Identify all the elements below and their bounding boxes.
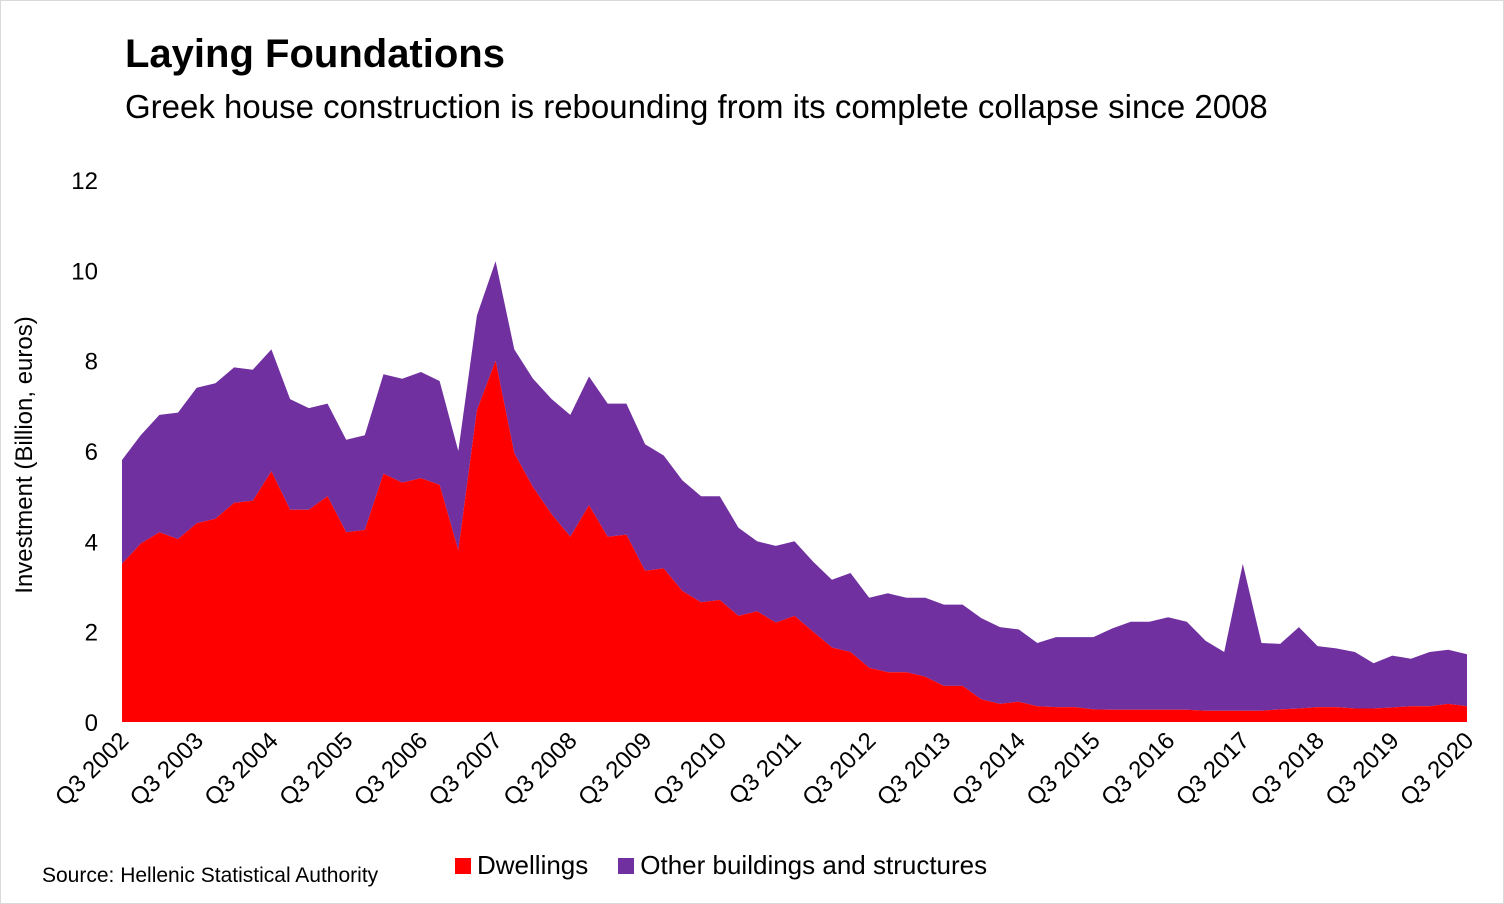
source-note: Source: Hellenic Statistical Authority [42, 864, 379, 887]
legend-item-dwellings: Dwellings [455, 850, 588, 881]
x-tick-label: Q3 2019 [1320, 727, 1404, 811]
y-tick-label: 12 [71, 168, 98, 195]
x-tick-label: Q3 2009 [573, 727, 657, 811]
chart-areas [122, 261, 1467, 722]
y-tick-label: 8 [85, 349, 98, 376]
x-tick-label: Q3 2014 [947, 727, 1031, 811]
x-tick-label: Q3 2011 [724, 727, 807, 810]
legend-label-dwellings: Dwellings [477, 850, 589, 880]
chart-subtitle: Greek house construction is rebounding f… [125, 88, 1268, 125]
y-tick-label: 4 [85, 529, 98, 556]
x-tick-label: Q3 2016 [1096, 727, 1180, 811]
y-axis-ticks: 0 2 4 6 8 10 12 [71, 168, 98, 737]
x-tick-label: Q3 2013 [872, 727, 956, 811]
x-tick-label: Q3 2005 [274, 727, 358, 811]
x-tick-label: Q3 2003 [125, 727, 209, 811]
x-tick-label: Q3 2017 [1171, 727, 1255, 811]
legend-item-other: Other buildings and structures [618, 850, 987, 881]
legend-label-other: Other buildings and structures [640, 850, 988, 880]
y-axis-label: Investment (Billion, euros) [11, 316, 38, 593]
legend-swatch-other [618, 857, 635, 874]
area-dwellings [122, 360, 1467, 722]
x-tick-label: Q3 2002 [50, 727, 134, 811]
legend: Dwellings Other buildings and structures [455, 850, 1017, 881]
legend-swatch-dwellings [455, 857, 471, 874]
x-tick-label: Q3 2006 [349, 727, 433, 811]
x-tick-label: Q3 2018 [1246, 727, 1330, 811]
chart-title: Laying Foundations [125, 32, 505, 76]
area-other-buildings [122, 261, 1467, 711]
x-tick-label: Q3 2020 [1395, 727, 1479, 811]
x-tick-label: Q3 2007 [424, 727, 508, 811]
x-tick-label: Q3 2004 [199, 727, 283, 811]
y-tick-label: 0 [85, 710, 98, 737]
x-tick-label: Q3 2008 [498, 727, 582, 811]
x-tick-label: Q3 2010 [648, 727, 732, 811]
x-tick-label: Q3 2012 [797, 727, 881, 811]
y-tick-label: 6 [85, 439, 98, 466]
y-tick-label: 2 [85, 620, 98, 647]
y-tick-label: 10 [71, 258, 98, 285]
x-tick-label: Q3 2015 [1021, 727, 1105, 811]
